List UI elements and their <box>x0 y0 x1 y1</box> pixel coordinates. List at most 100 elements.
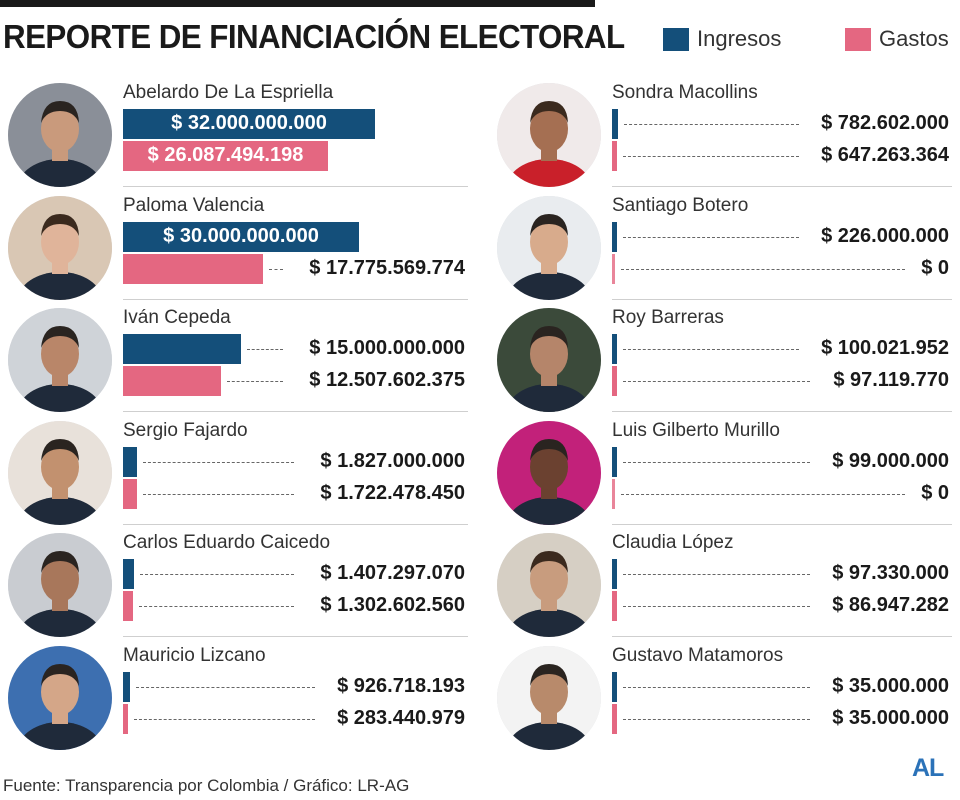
value-label-gastos: $ 647.263.364 <box>821 144 949 166</box>
avatar <box>497 308 601 412</box>
leader-line <box>136 687 316 688</box>
value-label-gastos: $ 17.775.569.774 <box>309 257 465 279</box>
bar-ingresos <box>612 672 617 702</box>
leader-line <box>623 381 810 382</box>
row-divider <box>123 186 468 187</box>
candidate-card: Sondra Macollins $ 782.602.000 $ 647.263.3… <box>497 75 952 187</box>
bar-ingresos <box>612 334 617 364</box>
bar-row-gastos: $ 12.507.602.375 <box>123 366 465 396</box>
leader-line <box>269 269 284 270</box>
value-label-gastos: $ 86.947.282 <box>832 594 949 616</box>
portrait-silhouette <box>8 83 112 187</box>
bar-row-gastos: $ 647.263.364 <box>612 141 949 171</box>
value-label-ingresos: $ 97.330.000 <box>832 562 949 584</box>
bar-gastos <box>612 141 617 171</box>
leader-line <box>139 606 294 607</box>
value-label-gastos: $ 1.302.602.560 <box>320 594 465 616</box>
row-divider <box>612 186 952 187</box>
bar-row-gastos: $ 26.087.494.198 <box>123 141 465 171</box>
candidate-card: Santiago Botero $ 226.000.000 $ 0 <box>497 188 952 300</box>
bar-ingresos <box>612 109 618 139</box>
candidate-name: Paloma Valencia <box>123 195 265 216</box>
row-divider <box>123 636 468 637</box>
row-divider <box>123 411 468 412</box>
bar-row-gastos: $ 17.775.569.774 <box>123 254 465 284</box>
legend-label-ingresos: Ingresos <box>697 26 782 51</box>
bar-row-gastos: $ 86.947.282 <box>612 591 949 621</box>
value-label-gastos: $ 26.087.494.198 <box>147 144 304 166</box>
legend-label-gastos: Gastos <box>879 26 949 51</box>
bar-ingresos <box>612 447 617 477</box>
leader-line <box>623 237 800 238</box>
bar-row-ingresos: $ 15.000.000.000 <box>123 334 465 364</box>
bar-ingresos <box>123 109 375 139</box>
value-label-ingresos: $ 1.827.000.000 <box>320 450 465 472</box>
bar-gastos <box>123 704 128 734</box>
bar-ingresos <box>123 559 134 589</box>
candidate-name: Mauricio Lizcano <box>123 645 266 666</box>
bar-row-gastos: $ 0 <box>612 254 949 284</box>
value-label-ingresos: $ 15.000.000.000 <box>309 337 465 359</box>
avatar <box>8 83 112 187</box>
value-label-gastos: $ 97.119.770 <box>833 369 949 391</box>
value-label-ingresos: $ 35.000.000 <box>832 675 949 697</box>
leader-line <box>227 381 284 382</box>
value-label-gastos: $ 12.507.602.375 <box>309 369 465 391</box>
row-divider <box>612 411 952 412</box>
bar-row-gastos: $ 97.119.770 <box>612 366 949 396</box>
bar-row-ingresos: $ 99.000.000 <box>612 447 949 477</box>
value-label-ingresos: $ 30.000.000.000 <box>163 225 319 247</box>
portrait-silhouette <box>8 196 112 300</box>
value-label-gastos: $ 1.722.478.450 <box>320 482 465 504</box>
value-label-ingresos: $ 32.000.000.000 <box>171 112 327 134</box>
candidate-card: Gustavo Matamoros $ 35.000.000 $ 35.000.00… <box>497 638 952 750</box>
leader-line <box>623 462 810 463</box>
legend-swatch-gastos <box>845 27 871 51</box>
bar-row-gastos: $ 1.302.602.560 <box>123 591 465 621</box>
leader-line <box>247 349 284 350</box>
leader-line <box>623 156 800 157</box>
avatar <box>497 196 601 300</box>
legend-swatch-ingresos <box>663 27 689 51</box>
portrait-silhouette <box>8 308 112 412</box>
portrait-silhouette <box>497 421 601 525</box>
candidate-name: Iván Cepeda <box>123 307 231 328</box>
value-label-gastos: $ 35.000.000 <box>832 707 949 729</box>
bar-row-ingresos: $ 35.000.000 <box>612 672 949 702</box>
leader-line <box>143 494 294 495</box>
portrait-silhouette <box>8 646 112 750</box>
portrait-silhouette <box>8 533 112 637</box>
leader-line <box>624 124 800 125</box>
avatar <box>8 533 112 637</box>
candidate-name: Sergio Fajardo <box>123 420 248 441</box>
bar-gastos <box>123 254 263 284</box>
candidate-card: Iván Cepeda $ 15.000.000.000 $ 12.507.602.… <box>8 300 468 412</box>
leader-line <box>623 719 810 720</box>
bar-row-ingresos: $ 30.000.000.000 <box>123 222 465 252</box>
top-rule <box>0 0 595 7</box>
bar-row-gastos: $ 0 <box>612 479 949 509</box>
bar-row-ingresos: $ 782.602.000 <box>612 109 949 139</box>
candidate-name: Luis Gilberto Murillo <box>612 420 780 441</box>
bar-ingresos <box>123 222 359 252</box>
candidate-card: Paloma Valencia $ 30.000.000.000 $ 17.775.… <box>8 188 468 300</box>
leader-line <box>134 719 316 720</box>
bar-ingresos <box>123 334 241 364</box>
bar-row-gastos: $ 1.722.478.450 <box>123 479 465 509</box>
candidate-name: Roy Barreras <box>612 307 724 328</box>
candidate-name: Sondra Macollins <box>612 82 758 103</box>
portrait-silhouette <box>497 83 601 187</box>
bar-row-ingresos: $ 100.021.952 <box>612 334 949 364</box>
bar-gastos <box>123 141 328 171</box>
bar-row-ingresos: $ 97.330.000 <box>612 559 949 589</box>
legend-ingresos: Ingresos <box>663 26 781 52</box>
bar-gastos <box>123 479 137 509</box>
candidate-card: Claudia López $ 97.330.000 $ 86.947.282 <box>497 525 952 637</box>
avatar <box>497 533 601 637</box>
leader-line <box>143 462 294 463</box>
avatar <box>497 83 601 187</box>
candidate-name: Abelardo De La Espriella <box>123 82 334 103</box>
bar-row-ingresos: $ 1.407.297.070 <box>123 559 465 589</box>
bar-row-ingresos: $ 926.718.193 <box>123 672 465 702</box>
value-label-ingresos: $ 99.000.000 <box>832 450 949 472</box>
